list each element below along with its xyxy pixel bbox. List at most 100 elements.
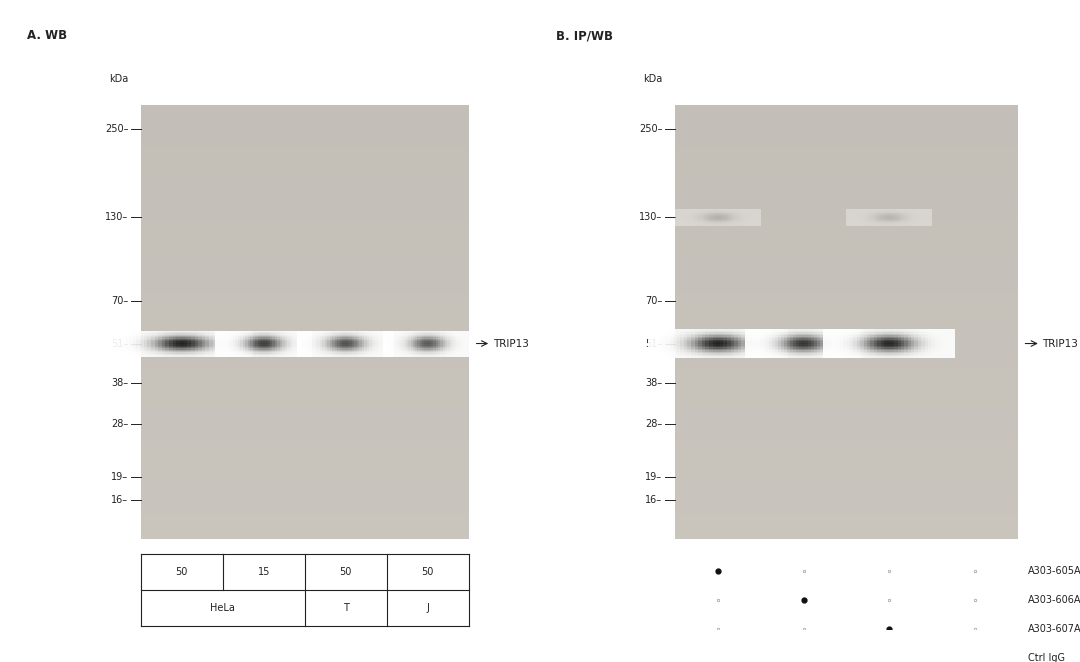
Bar (228, 344, 230, 346)
Bar (165, 342, 170, 343)
Bar (345, 340, 347, 342)
Bar (310, 352, 312, 354)
Bar (719, 344, 724, 346)
Bar (913, 218, 915, 220)
Bar (173, 334, 176, 336)
Bar (151, 355, 154, 357)
Bar (702, 330, 705, 331)
Bar (238, 343, 242, 344)
Bar (909, 223, 913, 224)
Bar (904, 334, 907, 336)
Bar (293, 354, 295, 355)
Bar (875, 216, 877, 217)
Bar (228, 334, 230, 336)
Bar (847, 343, 850, 344)
Bar (948, 332, 951, 334)
Bar (308, 352, 310, 354)
Bar (883, 338, 888, 340)
Bar (314, 332, 318, 333)
Bar (454, 343, 457, 344)
Bar (691, 340, 694, 342)
Bar (433, 336, 435, 338)
Bar (923, 217, 926, 218)
Bar (245, 338, 249, 339)
Bar (713, 355, 716, 356)
Bar (310, 347, 312, 348)
Bar (390, 338, 392, 339)
Bar (730, 224, 732, 225)
Bar (875, 212, 877, 213)
Bar (384, 330, 387, 332)
Bar (850, 349, 853, 350)
Bar (694, 353, 699, 355)
Bar (951, 343, 955, 344)
Bar (322, 350, 325, 351)
Bar (870, 217, 873, 218)
Bar (249, 355, 253, 357)
Bar (457, 355, 459, 357)
Bar (364, 350, 367, 351)
Bar (337, 344, 339, 346)
Bar (386, 342, 388, 343)
Bar (386, 354, 388, 355)
Bar (688, 210, 690, 211)
Bar (151, 330, 154, 332)
Bar (180, 352, 184, 354)
Bar (853, 344, 856, 346)
Bar (272, 338, 275, 339)
Bar (377, 338, 379, 339)
Bar (942, 355, 945, 356)
Bar (730, 330, 734, 331)
Bar (302, 336, 305, 338)
Bar (295, 352, 297, 354)
Bar (454, 346, 457, 347)
Bar (133, 330, 136, 332)
Bar (829, 355, 832, 356)
Bar (864, 353, 867, 355)
Bar (173, 355, 176, 357)
Bar (802, 353, 805, 355)
Bar (422, 355, 424, 357)
Bar (766, 343, 769, 344)
Bar (438, 338, 441, 339)
Bar (670, 356, 673, 357)
Bar (784, 352, 788, 353)
Bar (748, 348, 752, 349)
Bar (364, 348, 367, 350)
Bar (734, 350, 738, 352)
Bar (457, 348, 459, 350)
Bar (287, 339, 289, 340)
Bar (465, 333, 468, 334)
Bar (727, 352, 730, 353)
Bar (727, 337, 730, 338)
Bar (648, 337, 651, 338)
Bar (205, 336, 210, 338)
Bar (912, 338, 915, 340)
Bar (297, 354, 300, 355)
Bar (754, 348, 757, 349)
Bar (835, 352, 838, 353)
Bar (921, 346, 924, 348)
Bar (176, 344, 180, 346)
Bar (826, 336, 829, 337)
Bar (260, 348, 262, 350)
Bar (880, 334, 883, 336)
Bar (262, 354, 265, 355)
Bar (327, 346, 329, 347)
Bar (917, 216, 919, 217)
Bar (233, 332, 235, 333)
Bar (781, 343, 784, 344)
Bar (165, 354, 170, 355)
Bar (747, 220, 750, 222)
Bar (335, 334, 337, 336)
Bar (677, 334, 680, 336)
Bar (686, 217, 688, 218)
Bar (459, 340, 461, 342)
Bar (285, 334, 287, 336)
Bar (837, 349, 840, 350)
Bar (369, 336, 372, 338)
Bar (287, 346, 289, 347)
Bar (253, 346, 255, 347)
Bar (741, 336, 745, 337)
Bar (184, 351, 187, 352)
